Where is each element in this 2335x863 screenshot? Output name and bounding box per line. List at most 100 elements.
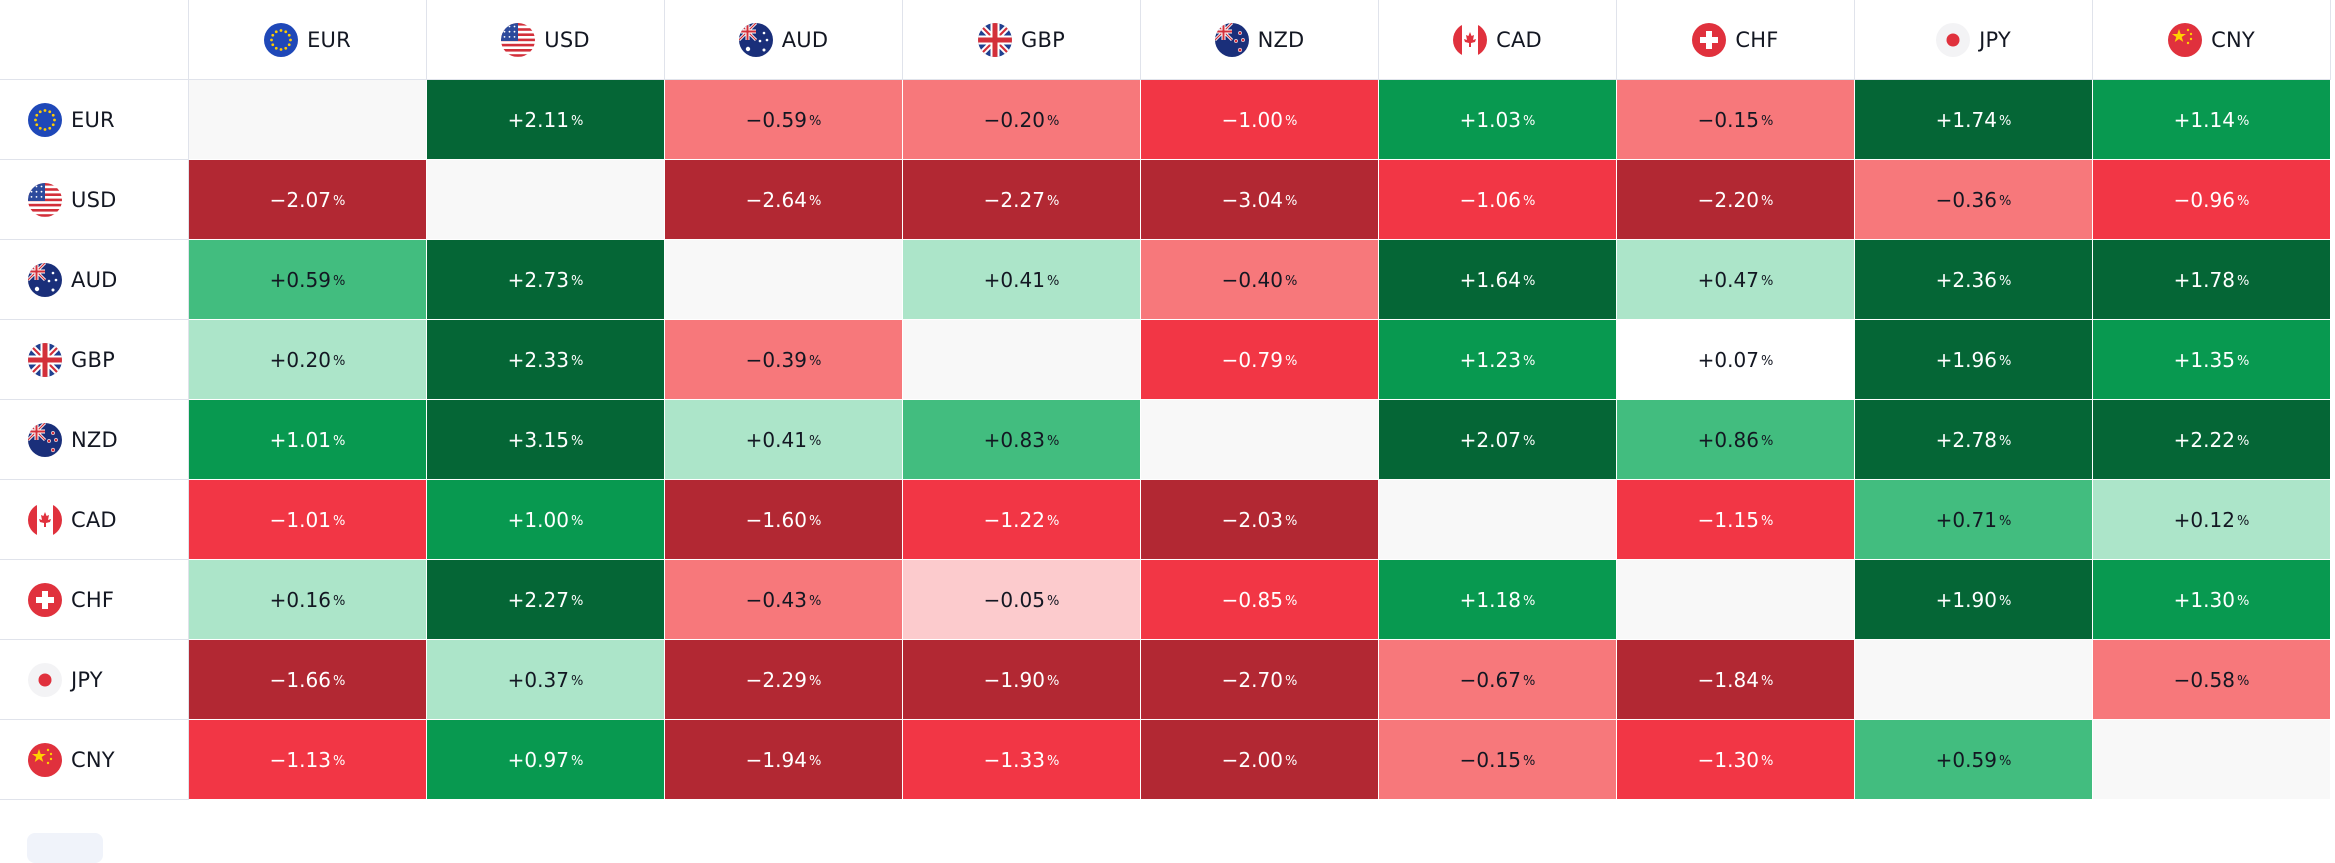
- rate-cell-gbp-cny[interactable]: +1.35%: [2093, 320, 2331, 400]
- rate-cell-cny-chf[interactable]: −1.30%: [1617, 720, 1855, 800]
- rate-cell-aud-usd[interactable]: +2.73%: [427, 240, 665, 320]
- rate-value: +1.18: [1459, 587, 1521, 612]
- row-header-jpy[interactable]: JPY: [0, 640, 189, 720]
- rate-cell-aud-chf[interactable]: +0.47%: [1617, 240, 1855, 320]
- rate-cell-eur-nzd[interactable]: −1.00%: [1141, 80, 1379, 160]
- rate-cell-aud-gbp[interactable]: +0.41%: [903, 240, 1141, 320]
- rate-cell-aud-cny[interactable]: +1.78%: [2093, 240, 2331, 320]
- rate-cell-nzd-jpy[interactable]: +2.78%: [1855, 400, 2093, 480]
- row-header-eur[interactable]: EUR: [0, 80, 189, 160]
- column-header-cny[interactable]: CNY: [2093, 0, 2331, 80]
- rate-cell-jpy-nzd[interactable]: −2.70%: [1141, 640, 1379, 720]
- rate-cell-cny-eur[interactable]: −1.13%: [189, 720, 427, 800]
- percent-sign: %: [1522, 674, 1536, 689]
- rate-cell-gbp-eur[interactable]: +0.20%: [189, 320, 427, 400]
- rate-cell-aud-jpy[interactable]: +2.36%: [1855, 240, 2093, 320]
- rate-cell-nzd-gbp[interactable]: +0.83%: [903, 400, 1141, 480]
- rate-cell-usd-aud[interactable]: −2.64%: [665, 160, 903, 240]
- rate-cell-jpy-eur[interactable]: −1.66%: [189, 640, 427, 720]
- rate-value: −2.00: [1221, 747, 1283, 772]
- row-header-usd[interactable]: USD: [0, 160, 189, 240]
- rate-cell-jpy-usd[interactable]: +0.37%: [427, 640, 665, 720]
- rate-cell-chf-eur[interactable]: +0.16%: [189, 560, 427, 640]
- rate-value: −2.03: [1221, 507, 1283, 532]
- rate-cell-usd-cny[interactable]: −0.96%: [2093, 160, 2331, 240]
- rate-cell-gbp-cad[interactable]: +1.23%: [1379, 320, 1617, 400]
- rate-cell-nzd-cny[interactable]: +2.22%: [2093, 400, 2331, 480]
- rate-cell-cny-usd[interactable]: +0.97%: [427, 720, 665, 800]
- rate-cell-cad-nzd[interactable]: −2.03%: [1141, 480, 1379, 560]
- column-header-label: NZD: [1257, 27, 1305, 52]
- rate-cell-usd-nzd[interactable]: −3.04%: [1141, 160, 1379, 240]
- rate-cell-nzd-usd[interactable]: +3.15%: [427, 400, 665, 480]
- rate-cell-nzd-chf[interactable]: +0.86%: [1617, 400, 1855, 480]
- rate-cell-cny-cad[interactable]: −0.15%: [1379, 720, 1617, 800]
- cn-flag-icon: [2168, 22, 2203, 57]
- rate-cell-jpy-cad[interactable]: −0.67%: [1379, 640, 1617, 720]
- row-header-cny[interactable]: CNY: [0, 720, 189, 800]
- rate-cell-chf-cny[interactable]: +1.30%: [2093, 560, 2331, 640]
- rate-cell-nzd-aud[interactable]: +0.41%: [665, 400, 903, 480]
- rate-cell-eur-cad[interactable]: +1.03%: [1379, 80, 1617, 160]
- heatmap-row-aud: AUD +0.59% +2.73% +0.41% −0.40% +1.64% +0.47% +…: [0, 240, 2335, 320]
- column-header-gbp[interactable]: GBP: [903, 0, 1141, 80]
- rate-cell-usd-gbp[interactable]: −2.27%: [903, 160, 1141, 240]
- rate-cell-gbp-jpy[interactable]: +1.96%: [1855, 320, 2093, 400]
- rate-cell-usd-chf[interactable]: −2.20%: [1617, 160, 1855, 240]
- column-header-aud[interactable]: AUD: [665, 0, 903, 80]
- bottom-control-button[interactable]: [27, 833, 103, 863]
- rate-cell-aud-cad[interactable]: +1.64%: [1379, 240, 1617, 320]
- row-header-aud[interactable]: AUD: [0, 240, 189, 320]
- rate-cell-cad-usd[interactable]: +1.00%: [427, 480, 665, 560]
- rate-cell-chf-jpy[interactable]: +1.90%: [1855, 560, 2093, 640]
- rate-cell-usd-cad[interactable]: −1.06%: [1379, 160, 1617, 240]
- rate-cell-cad-aud[interactable]: −1.60%: [665, 480, 903, 560]
- rate-cell-eur-cny[interactable]: +1.14%: [2093, 80, 2331, 160]
- rate-cell-jpy-gbp[interactable]: −1.90%: [903, 640, 1141, 720]
- rate-cell-cad-cny[interactable]: +0.12%: [2093, 480, 2331, 560]
- rate-cell-usd-eur[interactable]: −2.07%: [189, 160, 427, 240]
- rate-cell-usd-jpy[interactable]: −0.36%: [1855, 160, 2093, 240]
- column-header-usd[interactable]: USD: [427, 0, 665, 80]
- rate-cell-chf-nzd[interactable]: −0.85%: [1141, 560, 1379, 640]
- rate-cell-gbp-usd[interactable]: +2.33%: [427, 320, 665, 400]
- rate-cell-jpy-cny[interactable]: −0.58%: [2093, 640, 2331, 720]
- column-header-cad[interactable]: CAD: [1379, 0, 1617, 80]
- rate-value: −1.15: [1697, 507, 1759, 532]
- column-header-chf[interactable]: CHF: [1617, 0, 1855, 80]
- rate-cell-gbp-nzd[interactable]: −0.79%: [1141, 320, 1379, 400]
- rate-cell-chf-usd[interactable]: +2.27%: [427, 560, 665, 640]
- row-header-nzd[interactable]: NZD: [0, 400, 189, 480]
- rate-cell-cad-gbp[interactable]: −1.22%: [903, 480, 1141, 560]
- rate-cell-jpy-chf[interactable]: −1.84%: [1617, 640, 1855, 720]
- rate-cell-chf-aud[interactable]: −0.43%: [665, 560, 903, 640]
- rate-cell-cad-chf[interactable]: −1.15%: [1617, 480, 1855, 560]
- rate-cell-aud-nzd[interactable]: −0.40%: [1141, 240, 1379, 320]
- rate-cell-eur-chf[interactable]: −0.15%: [1617, 80, 1855, 160]
- rate-cell-eur-gbp[interactable]: −0.20%: [903, 80, 1141, 160]
- rate-cell-cny-gbp[interactable]: −1.33%: [903, 720, 1141, 800]
- rate-cell-cad-eur[interactable]: −1.01%: [189, 480, 427, 560]
- column-header-jpy[interactable]: JPY: [1855, 0, 2093, 80]
- rate-cell-cny-nzd[interactable]: −2.00%: [1141, 720, 1379, 800]
- rate-cell-gbp-aud[interactable]: −0.39%: [665, 320, 903, 400]
- rate-cell-eur-aud[interactable]: −0.59%: [665, 80, 903, 160]
- rate-cell-eur-usd[interactable]: +2.11%: [427, 80, 665, 160]
- column-header-nzd[interactable]: NZD: [1141, 0, 1379, 80]
- rate-cell-nzd-cad[interactable]: +2.07%: [1379, 400, 1617, 480]
- rate-cell-jpy-aud[interactable]: −2.29%: [665, 640, 903, 720]
- rate-cell-cny-aud[interactable]: −1.94%: [665, 720, 903, 800]
- rate-cell-aud-eur[interactable]: +0.59%: [189, 240, 427, 320]
- rate-cell-cny-jpy[interactable]: +0.59%: [1855, 720, 2093, 800]
- rate-cell-nzd-eur[interactable]: +1.01%: [189, 400, 427, 480]
- rate-cell-eur-jpy[interactable]: +1.74%: [1855, 80, 2093, 160]
- rate-cell-cad-jpy[interactable]: +0.71%: [1855, 480, 2093, 560]
- row-header-chf[interactable]: CHF: [0, 560, 189, 640]
- row-header-cad[interactable]: CAD: [0, 480, 189, 560]
- rate-cell-chf-gbp[interactable]: −0.05%: [903, 560, 1141, 640]
- rate-cell-gbp-chf[interactable]: +0.07%: [1617, 320, 1855, 400]
- row-header-gbp[interactable]: GBP: [0, 320, 189, 400]
- rate-cell-chf-cad[interactable]: +1.18%: [1379, 560, 1617, 640]
- column-header-eur[interactable]: EUR: [189, 0, 427, 80]
- rate-value: −0.15: [1697, 107, 1759, 132]
